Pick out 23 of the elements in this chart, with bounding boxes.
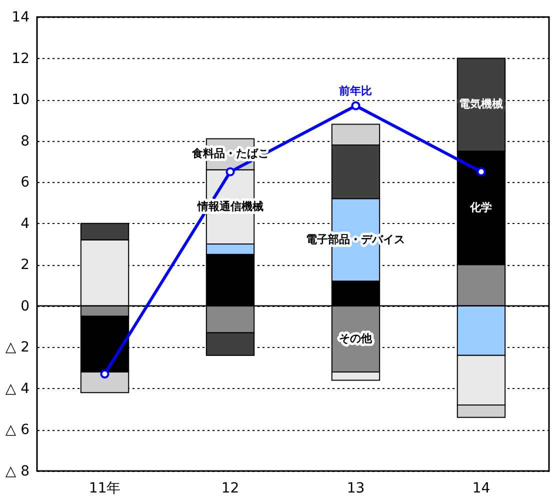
y-tick-label: 0 <box>20 298 30 314</box>
point <box>351 101 360 110</box>
y-tick-label: 6 <box>20 174 30 191</box>
y-tick-label: 8 <box>20 133 30 150</box>
series-label: 電気機械 <box>459 98 504 111</box>
point <box>226 167 235 176</box>
x-tick-label: 11年 <box>88 480 121 496</box>
y-tick-label: 2 <box>20 257 30 274</box>
y-tick-label: △ 4 <box>5 380 30 397</box>
series-label: 前年比 <box>338 84 372 98</box>
y-tick-label: 14 <box>12 10 30 26</box>
y-tick-label: 4 <box>20 216 30 232</box>
x-tick-label: 12 <box>221 480 240 496</box>
y-tick-label: △ 8 <box>5 464 30 480</box>
x-tick-label: 13 <box>346 480 365 496</box>
y-tick-label: 10 <box>12 92 30 108</box>
point <box>476 167 486 176</box>
x-tick-label: 14 <box>472 480 490 496</box>
y-tick-label: △ 2 <box>5 340 30 356</box>
point <box>100 369 110 379</box>
y-tick-label: △ 6 <box>5 422 30 438</box>
y-tick-label: 12 <box>12 50 30 67</box>
series-label: 化学 <box>469 200 492 214</box>
